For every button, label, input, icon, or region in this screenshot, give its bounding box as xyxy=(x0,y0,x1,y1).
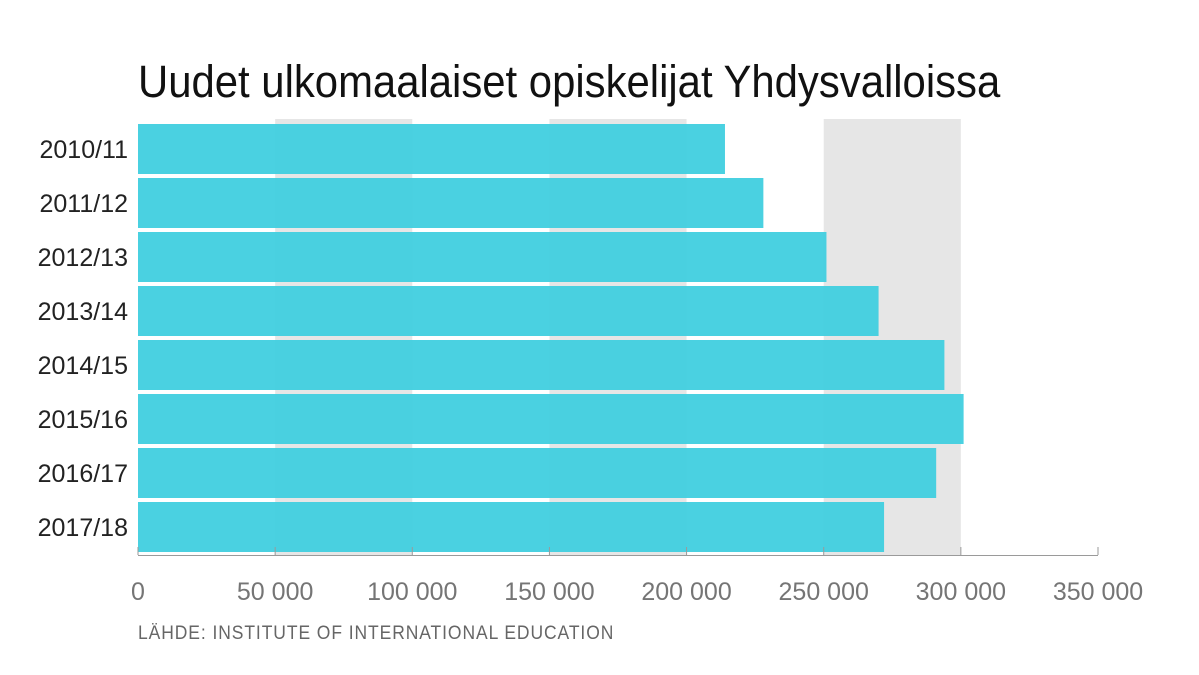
category-label: 2014/15 xyxy=(38,352,128,380)
x-tick-label: 300 000 xyxy=(916,578,1006,606)
x-tick-label: 200 000 xyxy=(641,578,731,606)
category-labels: 2010/11 2011/12 2012/13 2013/14 2014/15 2015/… xyxy=(38,136,128,542)
category-label: 2015/16 xyxy=(38,406,128,434)
category-label: 2011/12 xyxy=(39,190,128,218)
category-label: 2013/14 xyxy=(38,298,128,326)
x-tick-label: 250 000 xyxy=(779,578,869,606)
chart-title: Uudet ulkomaalaiset opiskelijat Yhdysval… xyxy=(138,56,1001,107)
bar xyxy=(138,502,885,552)
x-tick-labels: 0 50 000 100 000 150 000 200 000 250 000 300 0… xyxy=(131,578,1143,606)
bar xyxy=(138,394,964,444)
bar xyxy=(138,232,827,282)
category-label: 2017/18 xyxy=(38,514,128,542)
category-label: 2010/11 xyxy=(39,136,128,164)
bar xyxy=(138,340,945,390)
x-tick-label: 350 000 xyxy=(1053,578,1143,606)
x-tick-label: 0 xyxy=(131,578,145,606)
x-axis xyxy=(137,547,1099,556)
category-label: 2016/17 xyxy=(38,460,128,488)
x-tick-label: 150 000 xyxy=(504,578,594,606)
category-label: 2012/13 xyxy=(38,244,128,272)
bar xyxy=(138,178,764,228)
bars xyxy=(138,124,964,552)
chart-source: LÄHDE: INSTITUTE OF INTERNATIONAL EDUCAT… xyxy=(138,623,615,644)
bar xyxy=(138,124,725,174)
x-tick-label: 100 000 xyxy=(367,578,457,606)
bar xyxy=(138,286,879,336)
x-tick-label: 50 000 xyxy=(237,578,313,606)
bar xyxy=(138,448,937,498)
